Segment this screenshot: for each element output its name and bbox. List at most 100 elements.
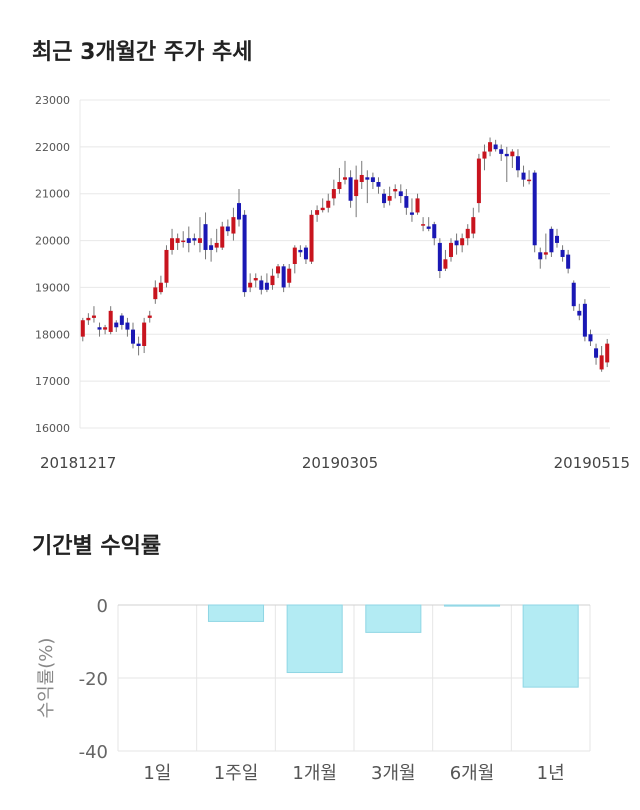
candle-body-up	[248, 282, 253, 288]
price-chart-title: 최근 3개월간 주가 추세	[32, 40, 253, 65]
candle-body-down	[426, 226, 431, 229]
returns-y-tick-label: 0	[97, 596, 108, 617]
candle-body-down	[582, 303, 587, 337]
candle	[359, 160, 364, 190]
candle	[588, 329, 593, 346]
candle-body-down	[136, 343, 141, 346]
candle	[130, 322, 136, 349]
candle-body-up	[337, 182, 342, 190]
price-y-tick-label: 20000	[35, 235, 70, 248]
candle-body-up	[181, 240, 186, 243]
candle-body-up	[147, 315, 152, 318]
returns-bars	[207, 604, 579, 688]
candle-body-down	[209, 245, 214, 250]
candlestick-chart: 16000 17000 18000 19000 20000 21000 22000 23000…	[35, 94, 630, 472]
candle	[147, 310, 152, 323]
candle-body-down	[303, 247, 308, 260]
candle-body-up	[197, 238, 202, 243]
candle	[409, 198, 414, 222]
candle-body-up	[253, 278, 258, 281]
returns-bar	[365, 604, 422, 633]
candle-body-down	[125, 322, 130, 330]
returns-x-tick-label: 1일	[143, 763, 171, 784]
candle-body-up	[103, 327, 108, 330]
candle	[527, 170, 532, 185]
returns-bar	[207, 604, 265, 622]
candle-body-up	[482, 151, 487, 159]
candle-body-up	[326, 200, 331, 208]
price-y-tick-label: 18000	[35, 328, 70, 341]
price-y-tick-label: 21000	[35, 188, 70, 201]
candle-body-down	[119, 315, 124, 325]
candle	[599, 346, 604, 372]
candle-body-up	[488, 142, 493, 152]
candle-body-up	[175, 238, 180, 243]
candle	[181, 231, 186, 248]
candle	[382, 189, 387, 208]
returns-grid	[117, 604, 591, 752]
candle-body-down	[236, 203, 242, 220]
returns-bar	[522, 604, 579, 688]
candle-body-down	[571, 282, 576, 307]
returns-bar	[443, 604, 501, 607]
candle	[192, 233, 197, 246]
returns-x-tick-label: 1년	[537, 763, 565, 784]
candle	[370, 172, 375, 190]
candle	[281, 264, 286, 293]
candle-body-up	[471, 217, 476, 234]
candle-body-down	[549, 228, 554, 253]
returns-x-axis: 1일 1주일 1개월 3개월 6개월 1년	[143, 763, 564, 784]
candle	[515, 149, 520, 178]
price-y-axis: 16000 17000 18000 19000 20000 21000 22000 23000	[35, 94, 70, 435]
candle	[538, 247, 543, 269]
candle-body-down	[515, 156, 520, 171]
candle-body-up	[287, 268, 292, 283]
candle-body-up	[309, 214, 314, 262]
returns-chart-title: 기간별 수익률	[32, 534, 162, 559]
candle-body-down	[130, 329, 136, 344]
candle	[103, 324, 108, 335]
candle	[97, 322, 102, 337]
candle-body-up	[276, 266, 281, 274]
candle	[164, 245, 169, 288]
candle	[326, 193, 331, 213]
candle	[91, 306, 96, 323]
candle	[214, 228, 219, 253]
candle	[415, 193, 420, 215]
returns-x-tick-label: 3개월	[371, 763, 416, 784]
candle	[114, 320, 119, 332]
candle-body-down	[554, 235, 560, 243]
candle	[398, 184, 403, 204]
candle	[348, 170, 353, 208]
returns-x-tick-label: 6개월	[450, 763, 495, 784]
candle	[315, 205, 320, 222]
candle	[471, 207, 476, 239]
candle-body-up	[393, 189, 398, 192]
candle	[594, 343, 599, 365]
candle-body-up	[86, 317, 91, 321]
candle	[393, 184, 398, 199]
candle	[242, 210, 247, 297]
candle-body-down	[281, 266, 286, 288]
price-grid	[79, 99, 610, 429]
price-x-tick-label: 20181217	[40, 454, 116, 472]
candle	[270, 268, 275, 290]
candle	[376, 177, 381, 194]
candle	[571, 280, 576, 311]
candle	[292, 245, 297, 274]
price-x-tick-label: 20190515	[554, 454, 630, 472]
candle	[320, 198, 325, 213]
candle-body-down	[432, 224, 437, 239]
candle-body-up	[510, 151, 515, 157]
candle-body-down	[577, 310, 582, 316]
candle-body-up	[448, 242, 454, 257]
candle-body-down	[454, 240, 459, 246]
candle	[309, 210, 314, 264]
candle-body-up	[476, 158, 481, 204]
price-y-tick-label: 22000	[35, 141, 70, 154]
candle	[465, 224, 470, 246]
candle-body-up	[80, 320, 85, 337]
candle-body-up	[270, 275, 275, 286]
candle	[287, 264, 292, 288]
